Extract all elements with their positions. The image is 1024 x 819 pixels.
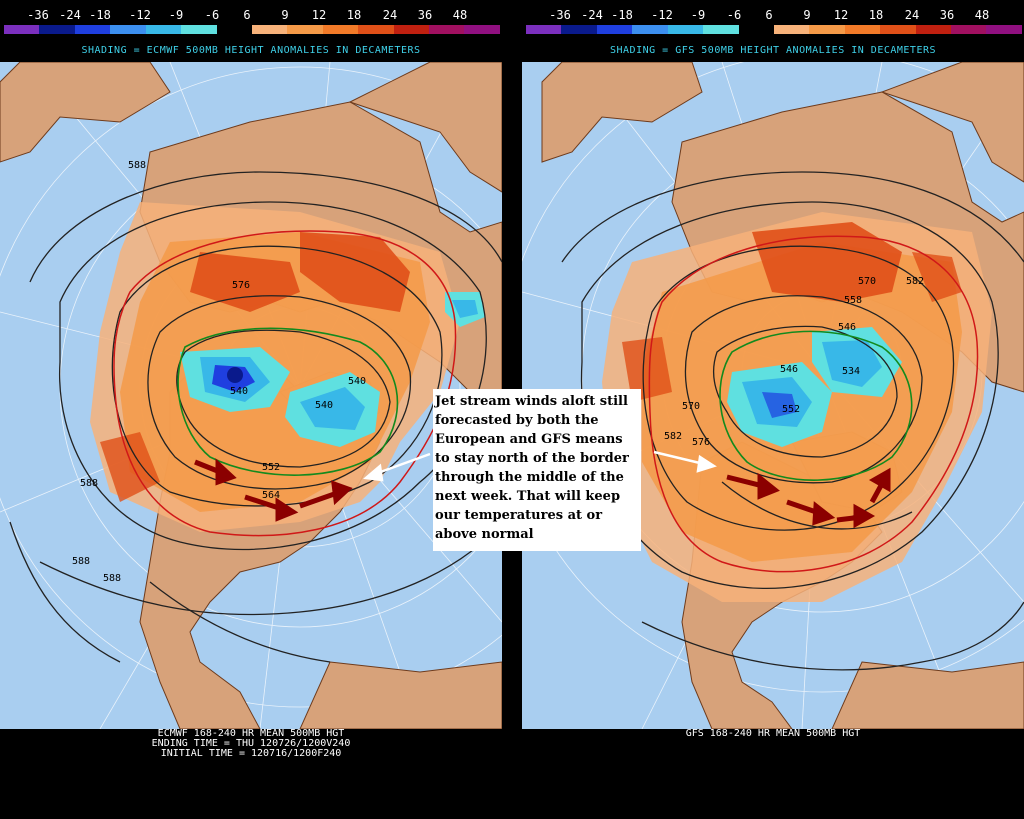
legend-swatch <box>915 25 952 34</box>
legend-swatch <box>251 25 288 34</box>
contour-label: 582 <box>664 431 682 442</box>
legend-swatch <box>667 25 704 34</box>
height-contours <box>561 171 1024 671</box>
green-contour <box>177 327 399 476</box>
legend-swatch <box>429 25 465 34</box>
ecmwf-footer: ECMWF 168-240 HR MEAN 500MB HGT ENDING T… <box>151 728 351 759</box>
contour-label: 582 <box>906 276 924 287</box>
contour-label: 534 <box>842 366 860 377</box>
green-contour <box>719 330 913 481</box>
legend-label: 9 <box>803 8 811 22</box>
legend-swatch <box>145 25 182 34</box>
jet-stream-arrows <box>194 458 353 522</box>
red-contour <box>648 235 979 573</box>
annotation-arrow <box>653 450 717 473</box>
legend-swatch <box>393 25 430 34</box>
annotation-box: Jet stream winds aloft still forecasted … <box>433 389 641 551</box>
ecmwf-panel: -36 -24 -18 -12 -9 -6 6 9 12 18 24 36 48 SHADING = E… <box>0 0 502 819</box>
legend-swatch <box>39 25 75 34</box>
shading-title: SHADING = GFS 500MB HEIGHT ANOMALIES IN … <box>609 45 937 56</box>
gfs-map: 570 582 558 546 546 534 552 576 582 570 <box>522 62 1024 729</box>
legend-swatch <box>110 25 146 34</box>
legend-swatch <box>880 25 916 34</box>
gfs-panel: -36 -24 -18 -12 -9 -6 6 9 12 18 24 36 48 SHADING = G… <box>522 0 1024 819</box>
contour-label: 540 <box>348 376 366 387</box>
contour-label: 558 <box>844 295 862 306</box>
contour-label: 588 <box>128 160 146 171</box>
legend-labels: -36 -24 -18 -12 -9 -6 6 9 12 18 24 36 48 <box>522 8 1024 22</box>
legend-swatch <box>632 25 668 34</box>
ecmwf-map: 588 588 588 588 540 540 540 564 552 576 <box>0 62 502 729</box>
contour-label: 588 <box>80 478 98 489</box>
legend-swatch <box>986 25 1022 34</box>
contour-label: 540 <box>315 400 333 411</box>
contour-label: 552 <box>262 462 280 473</box>
legend-swatch <box>526 25 562 34</box>
legend-label: 24 <box>904 8 920 22</box>
legend-label: 6 <box>765 8 773 22</box>
legend-label: 36 <box>939 8 955 22</box>
legend-swatch <box>181 25 217 34</box>
legend-label: 9 <box>281 8 289 22</box>
legend-label: -6 <box>204 8 220 22</box>
gfs-footer: GFS 168-240 HR MEAN 500MB HGT <box>685 728 861 739</box>
legend-label: 6 <box>243 8 251 22</box>
contour-label: 540 <box>230 386 248 397</box>
shading-title: SHADING = ECMWF 500MB HEIGHT ANOMALIES I… <box>81 45 421 56</box>
contour-label: 588 <box>103 573 121 584</box>
legend-label: -9 <box>168 8 184 22</box>
legend-swatch <box>809 25 845 34</box>
legend-swatch <box>322 25 359 34</box>
legend-label: -36 <box>27 8 49 22</box>
jet-stream-arrows <box>726 467 891 529</box>
legend-label: 12 <box>833 8 849 22</box>
contour-label: 570 <box>858 276 876 287</box>
legend-label: -24 <box>581 8 603 22</box>
legend-swatch <box>4 25 40 34</box>
legend-label: 24 <box>382 8 398 22</box>
legend-label: 18 <box>868 8 884 22</box>
legend-swatch <box>358 25 394 34</box>
legend-swatch <box>287 25 323 34</box>
legend-label: -24 <box>59 8 81 22</box>
legend-label: -12 <box>651 8 673 22</box>
legend-labels: -36 -24 -18 -12 -9 -6 6 9 12 18 24 36 48 <box>0 8 502 22</box>
legend-swatch <box>216 25 252 34</box>
legend-label: 48 <box>974 8 990 22</box>
legend-label: -9 <box>690 8 706 22</box>
legend-swatch <box>773 25 810 34</box>
legend-label: -18 <box>89 8 111 22</box>
contour-label: 570 <box>682 401 700 412</box>
legend-swatch <box>703 25 739 34</box>
legend-swatch <box>74 25 111 34</box>
legend-label: 48 <box>452 8 468 22</box>
legend-swatch <box>464 25 500 34</box>
red-contour <box>113 230 457 537</box>
anomaly-shading <box>90 202 485 532</box>
legend-swatch <box>951 25 987 34</box>
contour-label: 546 <box>838 322 856 333</box>
legend-swatch <box>844 25 881 34</box>
annotation-arrow <box>363 452 431 482</box>
contour-label: 564 <box>262 490 280 501</box>
contour-label: 588 <box>72 556 90 567</box>
legend-label: -18 <box>611 8 633 22</box>
contour-label: 546 <box>780 364 798 375</box>
legend-colorbar <box>4 25 500 34</box>
legend-label: -12 <box>129 8 151 22</box>
legend-label: -6 <box>726 8 742 22</box>
contour-labels: 588 588 588 588 540 540 540 564 552 576 <box>72 160 366 584</box>
contour-label: 576 <box>692 437 710 448</box>
legend-colorbar <box>526 25 1022 34</box>
legend-label: 12 <box>311 8 327 22</box>
contour-labels: 570 582 558 546 546 534 552 576 582 570 <box>664 276 924 448</box>
contour-label: 576 <box>232 280 250 291</box>
legend-swatch <box>738 25 774 34</box>
legend-swatch <box>596 25 633 34</box>
legend-label: 18 <box>346 8 362 22</box>
legend-swatch <box>561 25 597 34</box>
legend-label: 36 <box>417 8 433 22</box>
contour-label: 552 <box>782 404 800 415</box>
legend-label: -36 <box>549 8 571 22</box>
